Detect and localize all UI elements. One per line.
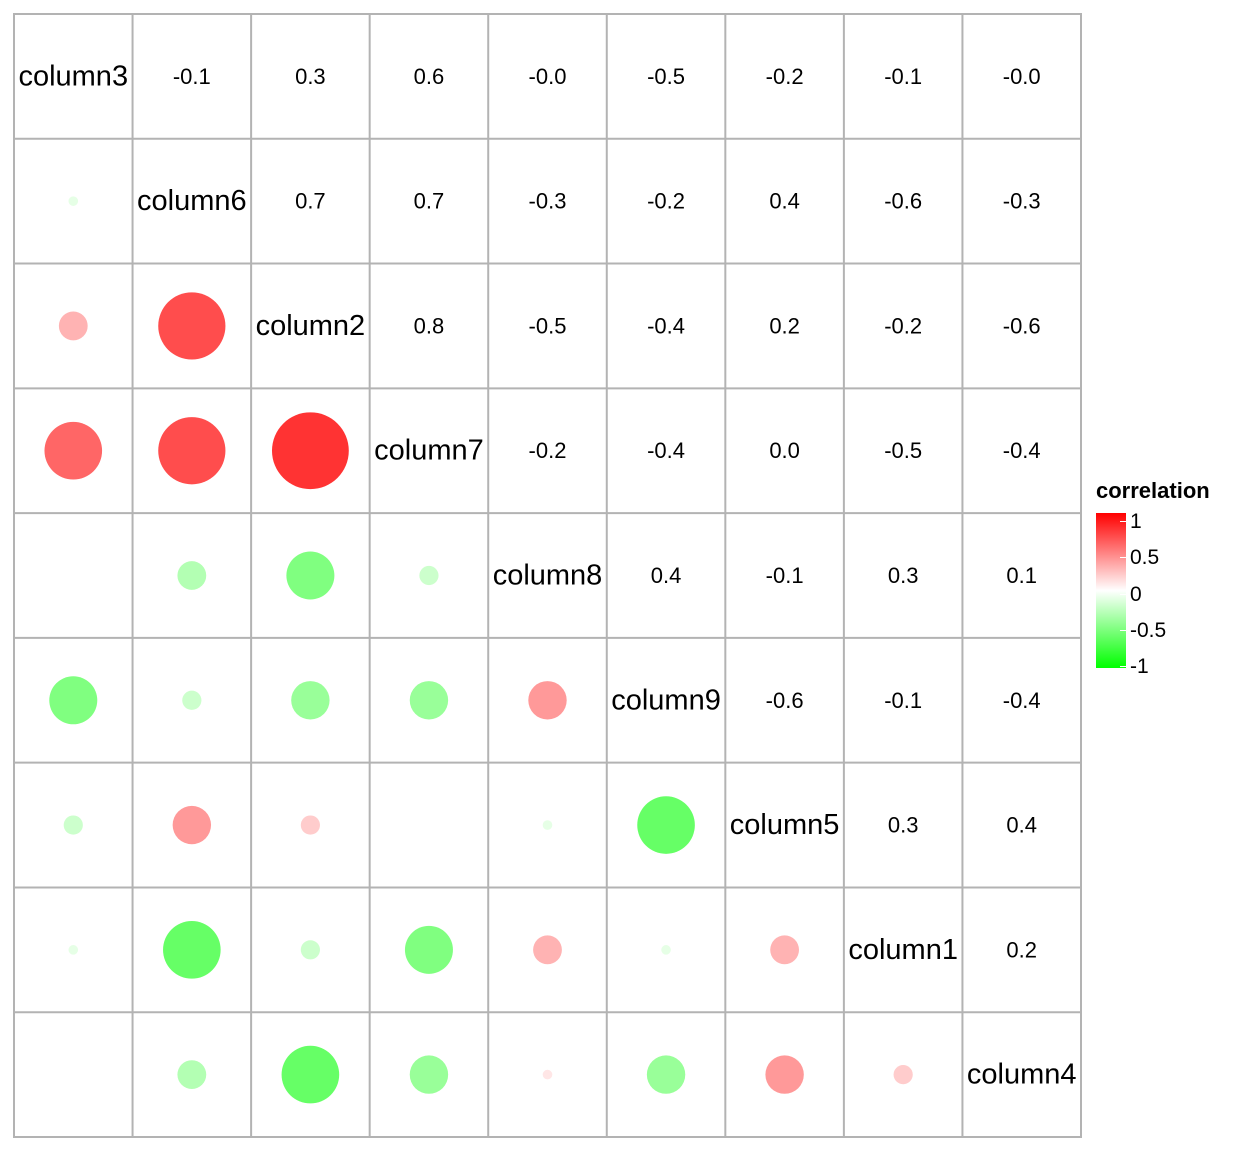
value-label: -0.5 [529, 313, 567, 338]
correlation-circle [765, 1055, 804, 1094]
legend-label: 0.5 [1130, 546, 1160, 569]
value-label: 0.2 [769, 313, 800, 338]
legend-tick [1120, 521, 1126, 522]
value-label: -0.3 [529, 189, 567, 214]
value-label: -0.2 [529, 438, 567, 463]
value-label: -0.1 [766, 563, 804, 588]
correlation-circle [300, 815, 320, 835]
correlation-circle [68, 196, 79, 206]
correlation-circle [542, 820, 553, 830]
value-label: 0.2 [1006, 937, 1037, 962]
value-label: -0.5 [884, 438, 922, 463]
diagonal-label: column1 [848, 934, 958, 966]
correlation-circle [177, 1060, 207, 1090]
correlation-circle [49, 676, 98, 725]
legend-tick [1120, 594, 1126, 595]
correlation-circle [68, 945, 79, 955]
correlation-circle [404, 925, 453, 974]
correlation-circle [893, 1065, 913, 1085]
value-label: -0.4 [1003, 688, 1041, 713]
value-label: -0.0 [1003, 64, 1041, 89]
value-label: -0.4 [647, 313, 685, 338]
correlation-circle [300, 940, 320, 960]
value-label: 0.1 [1006, 563, 1037, 588]
value-label: 0.8 [414, 313, 445, 338]
correlation-circle [63, 815, 83, 835]
value-label: 0.4 [769, 189, 800, 214]
value-label: -0.1 [884, 688, 922, 713]
value-label: -0.6 [766, 688, 804, 713]
correlation-circle [291, 681, 330, 720]
value-label: -0.6 [884, 189, 922, 214]
value-label: 0.6 [414, 64, 445, 89]
value-label: -0.4 [647, 438, 685, 463]
diagonal-label: column3 [18, 60, 128, 92]
value-label: -0.2 [647, 189, 685, 214]
correlation-circle [533, 935, 562, 965]
value-label: -0.2 [766, 64, 804, 89]
correlation-circle [770, 935, 800, 965]
correlation-circle [419, 565, 439, 586]
legend-label: 0 [1130, 583, 1142, 606]
correlation-circle [528, 681, 567, 720]
grid-border [13, 13, 1082, 1138]
value-label: -0.4 [1003, 438, 1041, 463]
diagonal-label: column4 [967, 1059, 1077, 1091]
correlation-circle [409, 1055, 449, 1094]
diagonal-label: column7 [374, 435, 484, 467]
correlation-circle [163, 921, 221, 979]
legend-tick [1120, 666, 1126, 667]
legend-tick [1120, 630, 1126, 631]
value-label: 0.7 [414, 189, 445, 214]
diagonal-label: column2 [256, 310, 366, 342]
value-label: -0.1 [884, 64, 922, 89]
correlation-circle [177, 561, 207, 590]
legend-label: 1 [1130, 510, 1142, 533]
value-label: 0.3 [888, 813, 919, 838]
value-label: 0.4 [651, 563, 682, 588]
value-label: -0.2 [884, 313, 922, 338]
correlation-circle [58, 311, 88, 341]
value-label: 0.4 [1006, 813, 1037, 838]
legend: correlation 1 0.5 0 -0.5 -1 [1094, 476, 1244, 686]
correlation-circle [286, 551, 335, 600]
correlation-circle [271, 412, 349, 490]
legend-colorbar [1096, 513, 1126, 668]
value-label: 0.3 [295, 64, 326, 89]
correlation-circle [661, 945, 671, 955]
correlation-circle [158, 292, 226, 360]
diagonal-label: column5 [730, 809, 840, 841]
correlation-circle [158, 417, 226, 485]
diagonal-label: column8 [493, 560, 603, 592]
correlation-circle [281, 1045, 340, 1104]
legend-label: -0.5 [1130, 619, 1167, 642]
correlation-circle [172, 805, 212, 845]
value-label: -0.5 [647, 64, 685, 89]
value-label: -0.3 [1003, 189, 1041, 214]
correlation-circle [409, 681, 449, 720]
diagonal-label: column6 [137, 185, 247, 217]
value-label: 0.0 [769, 438, 800, 463]
correlation-circle [542, 1069, 553, 1080]
value-label: -0.6 [1003, 313, 1041, 338]
legend-title: correlation [1096, 478, 1210, 503]
diagonal-label: column9 [611, 684, 721, 716]
correlation-circle [44, 421, 103, 480]
correlation-circle [646, 1055, 686, 1094]
value-label: 0.3 [888, 563, 919, 588]
value-label: -0.0 [529, 64, 567, 89]
correlation-circle [637, 796, 695, 854]
legend-tick [1120, 557, 1126, 558]
value-label: 0.7 [295, 189, 326, 214]
value-label: -0.1 [173, 64, 211, 89]
correlation-circle [182, 690, 202, 710]
legend-label: -1 [1130, 655, 1149, 678]
